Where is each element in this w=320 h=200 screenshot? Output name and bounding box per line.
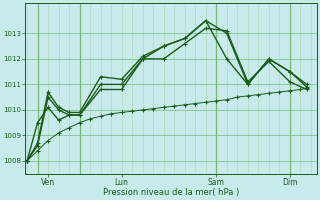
X-axis label: Pression niveau de la mer( hPa ): Pression niveau de la mer( hPa ): [103, 188, 239, 197]
